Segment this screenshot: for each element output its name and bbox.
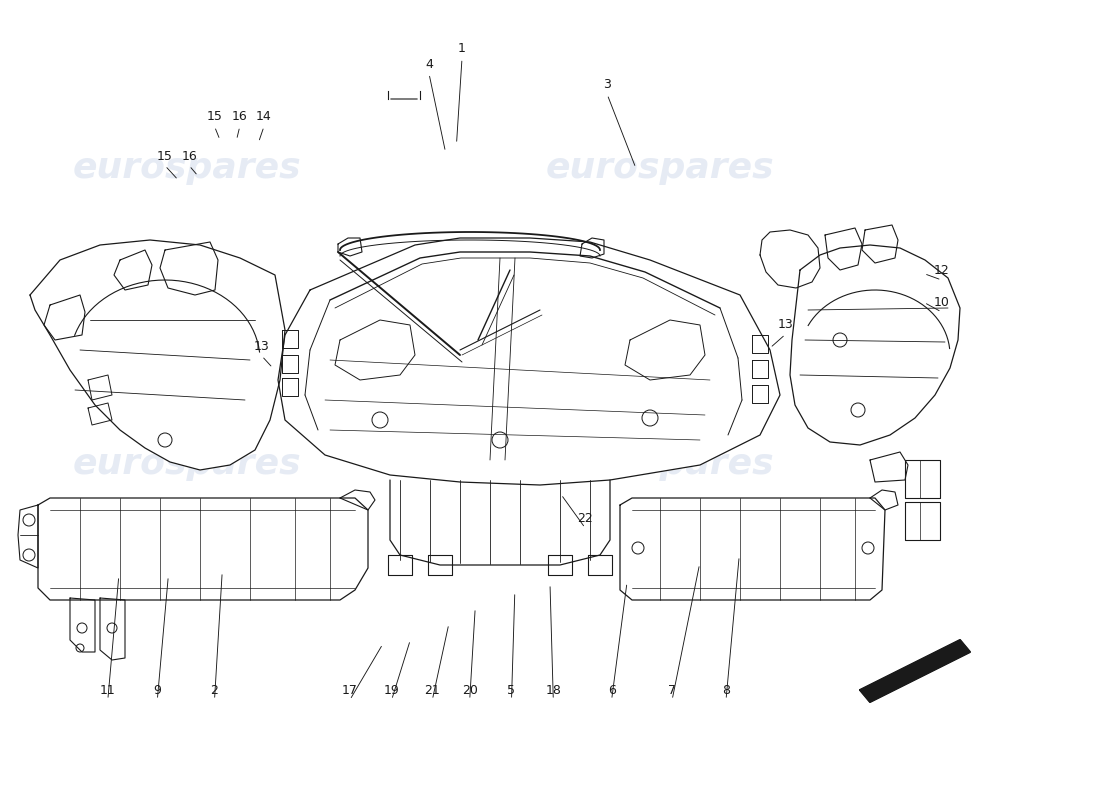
Text: 9: 9	[153, 684, 162, 697]
Text: 3: 3	[603, 78, 612, 91]
Text: 5: 5	[507, 684, 516, 697]
Text: 16: 16	[182, 150, 197, 162]
Text: 6: 6	[607, 684, 616, 697]
Text: 12: 12	[934, 264, 949, 277]
Text: 14: 14	[256, 110, 272, 123]
Polygon shape	[30, 240, 285, 470]
Text: 21: 21	[425, 684, 440, 697]
Text: 13: 13	[778, 318, 793, 331]
Text: 18: 18	[546, 684, 561, 697]
Text: 10: 10	[934, 296, 949, 309]
Text: 15: 15	[207, 110, 222, 123]
Polygon shape	[860, 640, 970, 702]
Text: 13: 13	[254, 340, 270, 353]
Text: eurospares: eurospares	[546, 447, 774, 481]
Polygon shape	[620, 498, 886, 600]
Text: 2: 2	[210, 684, 219, 697]
Text: 4: 4	[425, 58, 433, 70]
Text: 15: 15	[157, 150, 173, 162]
Text: 8: 8	[722, 684, 730, 697]
Text: 19: 19	[384, 684, 399, 697]
Text: 7: 7	[668, 684, 676, 697]
Polygon shape	[39, 498, 369, 600]
Text: 1: 1	[458, 42, 466, 55]
Text: eurospares: eurospares	[546, 151, 774, 185]
Polygon shape	[790, 245, 960, 445]
Polygon shape	[278, 238, 780, 485]
Text: eurospares: eurospares	[73, 447, 301, 481]
Text: 16: 16	[232, 110, 248, 123]
Text: 11: 11	[100, 684, 116, 697]
Text: 20: 20	[462, 684, 477, 697]
Text: 22: 22	[578, 512, 593, 525]
Text: 17: 17	[342, 684, 358, 697]
Text: eurospares: eurospares	[73, 151, 301, 185]
